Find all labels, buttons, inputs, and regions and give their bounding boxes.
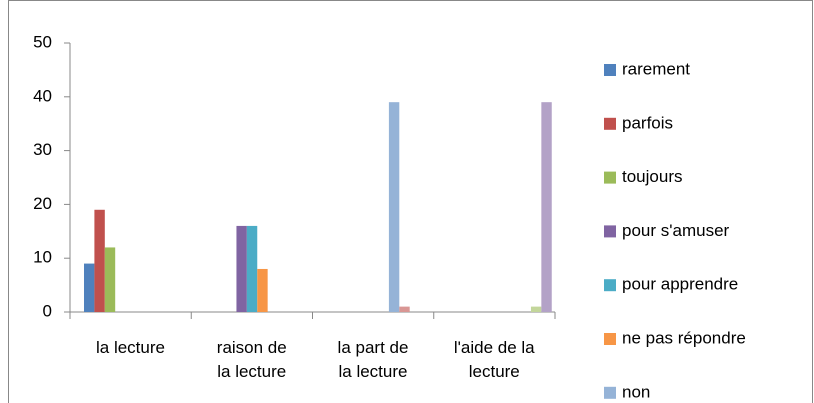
bar [399, 306, 410, 312]
legend-swatch [604, 333, 616, 345]
y-tick-label: 40 [33, 86, 52, 105]
legend-label: non [622, 382, 650, 401]
legend-label: rarement [622, 59, 690, 78]
legend-swatch [604, 171, 616, 184]
bar [84, 263, 95, 312]
x-tick-label: la part de la lecture [337, 338, 409, 381]
legend-label: pour s'amuser [622, 221, 730, 240]
bar [388, 102, 400, 313]
bar [246, 225, 258, 312]
legend-swatch [604, 64, 616, 76]
y-tick-label: 20 [33, 194, 52, 213]
y-tick-label: 10 [33, 248, 52, 267]
bar [530, 306, 542, 312]
legend-swatch [604, 117, 616, 130]
bar [104, 247, 116, 312]
legend-swatch [604, 279, 616, 292]
frame [8, 0, 813, 403]
legend-label: ne pas répondre [622, 328, 746, 347]
y-tick-label: 50 [33, 32, 52, 51]
legend-label: parfois [622, 113, 673, 132]
x-tick-label: raison de la lecture [216, 338, 287, 381]
legend-label: pour apprendre [622, 275, 738, 294]
legend-label: toujours [622, 167, 682, 186]
bar [257, 268, 268, 312]
y-tick-label: 30 [33, 140, 52, 159]
legend-swatch [604, 225, 616, 238]
x-tick-label: la lecture [96, 338, 165, 357]
y-tick-label: 0 [43, 301, 52, 320]
legend-swatch [604, 386, 616, 399]
bar [94, 209, 105, 312]
bar [541, 102, 552, 313]
x-tick-label: l'aide de la lecture [453, 338, 535, 381]
bar [236, 225, 247, 312]
